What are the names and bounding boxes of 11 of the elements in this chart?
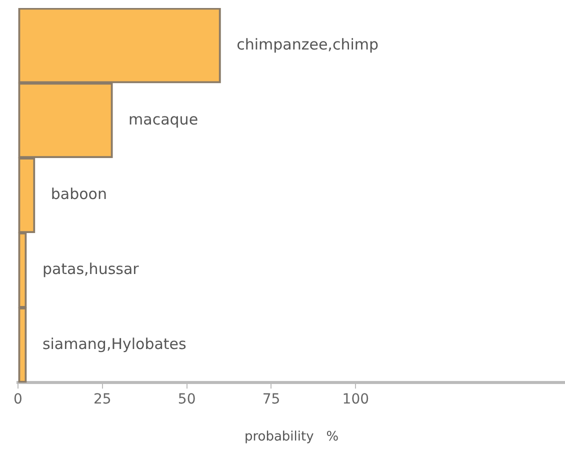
y-tick-label: chimpanzee,chimp	[236, 35, 379, 54]
y-tick-label: siamang,Hylobates	[42, 335, 187, 354]
y-tick-label: patas,hussar	[42, 260, 140, 278]
x-tick-label: 0	[14, 392, 22, 408]
x-tick-label: 100	[342, 392, 370, 408]
y-tick-label: baboon	[50, 185, 107, 204]
x-tick-label: 75	[262, 392, 280, 408]
y-tick-label: macaque	[128, 110, 198, 128]
x-axis-title: probability %	[244, 430, 339, 445]
x-tick-label: 25	[94, 392, 112, 408]
x-tick-label: 50	[178, 392, 196, 408]
